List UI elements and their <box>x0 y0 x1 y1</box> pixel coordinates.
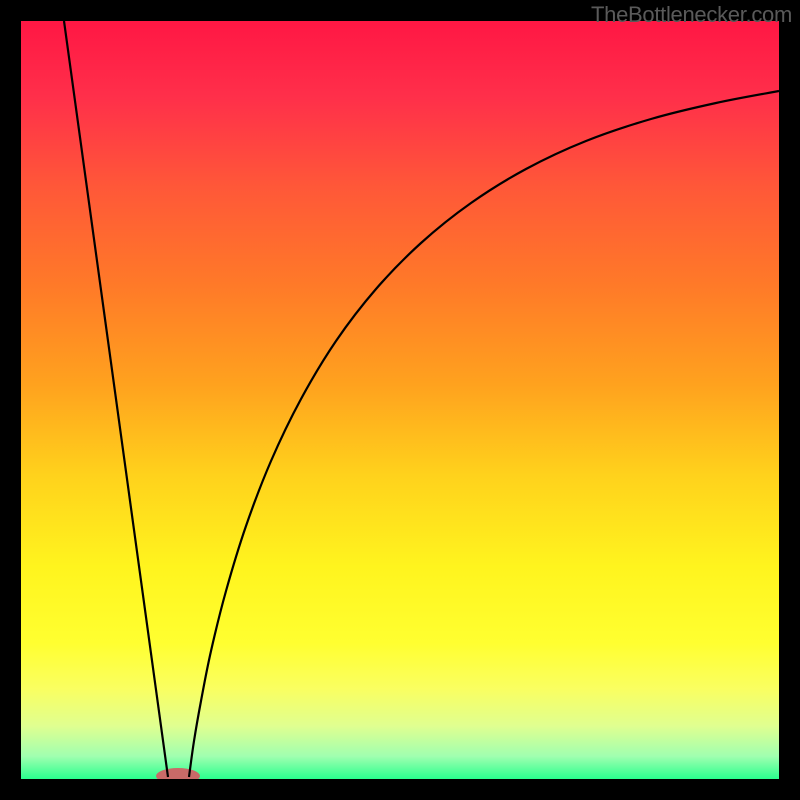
curve-layer <box>21 21 779 779</box>
left-curve <box>64 21 168 777</box>
right-curve <box>189 91 779 777</box>
bottleneck-marker <box>156 768 200 779</box>
watermark-label: TheBottlenecker.com <box>591 2 792 27</box>
watermark-text: TheBottlenecker.com <box>591 2 792 28</box>
chart-frame: TheBottlenecker.com <box>0 0 800 800</box>
plot-area <box>21 21 779 779</box>
